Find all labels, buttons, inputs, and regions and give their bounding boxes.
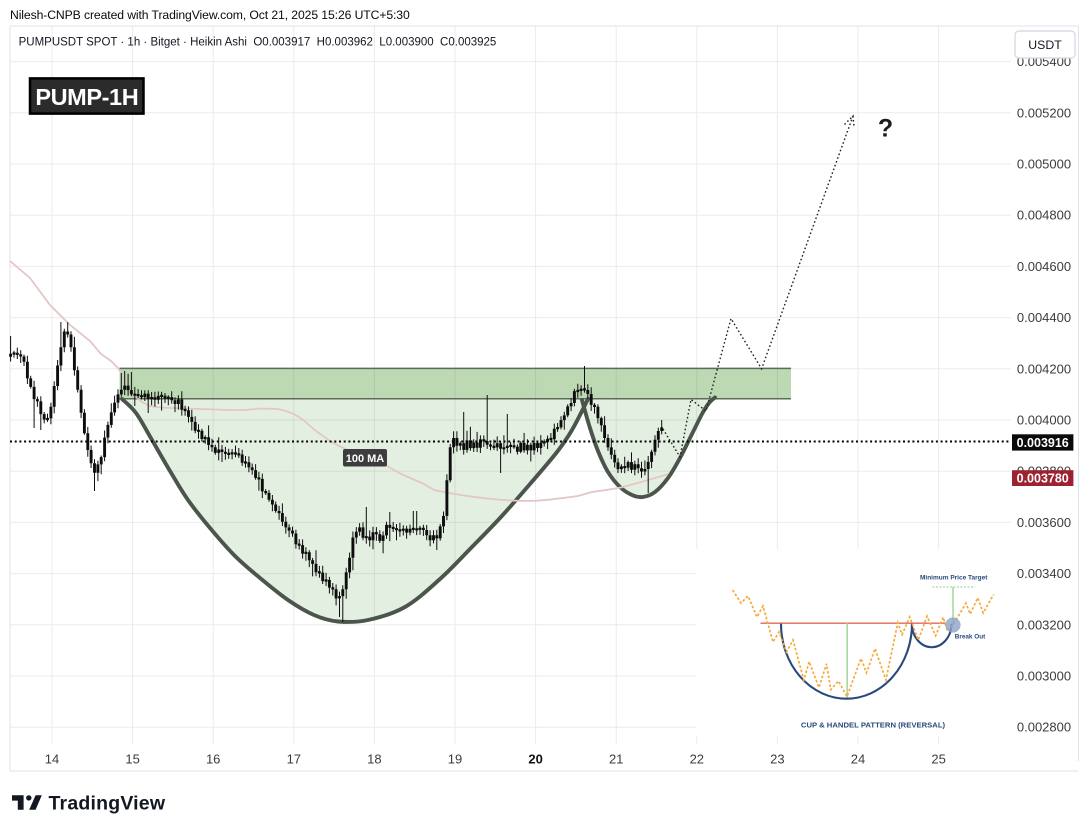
svg-text:22: 22: [690, 752, 704, 767]
svg-text:USDT: USDT: [1028, 38, 1062, 52]
svg-text:0.003600: 0.003600: [1017, 515, 1071, 530]
svg-text:0.004000: 0.004000: [1017, 413, 1071, 428]
svg-text:0.004600: 0.004600: [1017, 259, 1071, 274]
svg-text:CUP & HANDEL PATTERN (REVERSAL: CUP & HANDEL PATTERN (REVERSAL): [801, 721, 946, 730]
svg-text:0.003916: 0.003916: [1017, 436, 1069, 450]
svg-text:19: 19: [448, 752, 462, 767]
svg-text:PUMPUSDT SPOT · 1h · Bitget ·: PUMPUSDT SPOT · 1h · Bitget · Heikin Ash…: [19, 37, 497, 49]
svg-text:Nilesh-CNPB created with Tradi: Nilesh-CNPB created with TradingView.com…: [10, 8, 410, 22]
svg-text:0.003000: 0.003000: [1017, 669, 1071, 684]
svg-text:17: 17: [287, 752, 301, 767]
svg-text:16: 16: [206, 752, 220, 767]
svg-text:23: 23: [770, 752, 784, 767]
svg-text:0.003200: 0.003200: [1017, 617, 1071, 632]
svg-text:0.005000: 0.005000: [1017, 157, 1071, 172]
svg-text:24: 24: [851, 752, 865, 767]
svg-text:0.004200: 0.004200: [1017, 361, 1071, 376]
svg-text:100 MA: 100 MA: [346, 453, 385, 465]
svg-text:0.004800: 0.004800: [1017, 208, 1071, 223]
svg-text:Minimum Price Target: Minimum Price Target: [920, 575, 988, 582]
svg-text:0.005200: 0.005200: [1017, 105, 1071, 120]
svg-text:PUMP-1H: PUMP-1H: [35, 84, 138, 110]
svg-text:20: 20: [528, 752, 542, 767]
svg-text:0.004400: 0.004400: [1017, 310, 1071, 325]
svg-text:Break Out: Break Out: [955, 634, 986, 641]
svg-text:?: ?: [878, 115, 893, 143]
svg-text:25: 25: [931, 752, 945, 767]
svg-text:15: 15: [125, 752, 139, 767]
svg-text:0.003400: 0.003400: [1017, 566, 1071, 581]
svg-text:0.002800: 0.002800: [1017, 720, 1071, 735]
svg-text:0.003780: 0.003780: [1017, 471, 1069, 485]
svg-text:18: 18: [367, 752, 381, 767]
svg-text:14: 14: [45, 752, 59, 767]
svg-text:TradingView: TradingView: [49, 793, 166, 815]
svg-text:21: 21: [609, 752, 623, 767]
